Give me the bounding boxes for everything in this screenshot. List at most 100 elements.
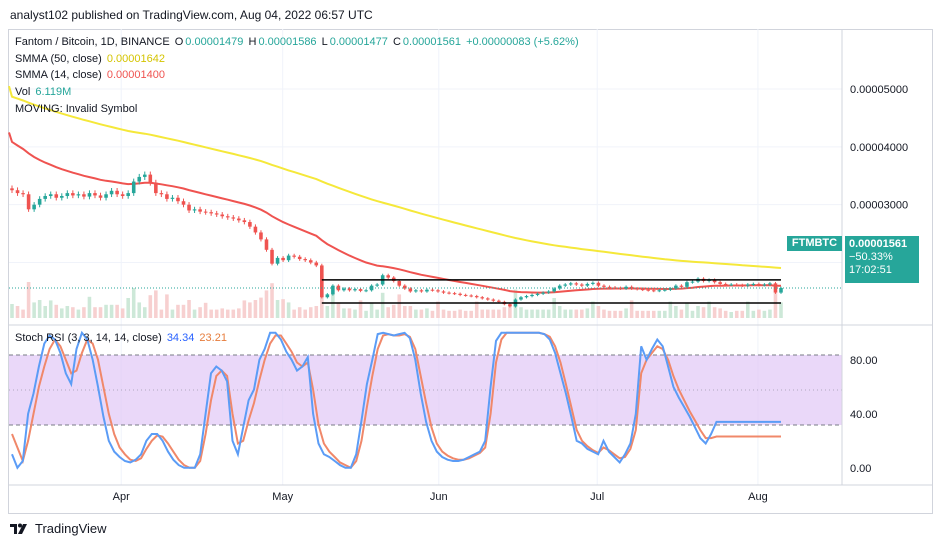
volume-bar <box>546 309 551 318</box>
candle-body <box>629 286 634 289</box>
volume-bar <box>574 309 579 318</box>
volume-bar <box>397 294 402 318</box>
smma50-path <box>8 85 782 269</box>
volume-bar <box>419 309 424 318</box>
candle-body <box>546 291 551 293</box>
volume-bar <box>469 310 473 318</box>
volume-bar <box>746 301 750 318</box>
volume-bar <box>48 300 53 318</box>
volume-bar <box>170 309 175 318</box>
legend-stoch-rsi[interactable]: Stoch RSI (3, 3, 14, 14, close) 34.34 23… <box>15 332 229 344</box>
volume-bar <box>120 308 125 318</box>
volume-bar <box>729 312 733 318</box>
volume-bar <box>259 297 263 318</box>
legend-o-value: 0.00001479 <box>185 36 244 48</box>
tradingview-logo-icon <box>10 523 27 534</box>
volume-bar <box>497 309 501 318</box>
volume-bar <box>187 300 191 318</box>
volume-bar <box>21 309 25 318</box>
volume-bar <box>651 310 656 318</box>
candle-body <box>640 289 645 291</box>
legend-volume[interactable]: Vol 6.119M <box>15 86 73 98</box>
candle-body <box>712 279 717 283</box>
candle-body <box>275 257 280 264</box>
volume-bar <box>32 302 36 318</box>
candle-body <box>646 289 651 291</box>
publisher-line: analyst102 published on TradingView.com,… <box>10 8 373 22</box>
volume-bar <box>685 302 689 318</box>
volume-bar <box>181 304 186 318</box>
candle-body <box>441 291 446 293</box>
legend-smma14[interactable]: SMMA (14, close) 0.00001400 <box>15 69 167 81</box>
candle-body <box>386 275 390 278</box>
price-tag-countdown: 17:02:51 <box>849 264 892 276</box>
legend-smma50[interactable]: SMMA (50, close) 0.00001642 <box>15 53 167 65</box>
candle-body <box>347 288 352 291</box>
candle-body <box>651 290 656 292</box>
volume-bar <box>165 294 169 318</box>
volume-bar <box>552 298 556 318</box>
candle-body <box>552 288 556 292</box>
candle-body <box>397 281 402 286</box>
volume-bar <box>281 299 285 318</box>
volume-bar <box>364 310 368 318</box>
stoch-rsi-lines <box>11 330 781 470</box>
stoch-tick-label: 80.00 <box>850 355 878 367</box>
time-tick-label: Aug <box>748 491 768 503</box>
volume-bar <box>369 302 374 318</box>
candle-body <box>718 282 722 284</box>
volume-bar <box>347 308 352 318</box>
volume-bar <box>535 309 540 318</box>
candle-body <box>87 193 92 197</box>
candle-body <box>668 288 673 290</box>
candle-body <box>331 285 335 295</box>
volume-bar <box>629 300 634 318</box>
stoch-axis-labels: 80.00 40.00 0.00 <box>850 355 878 475</box>
candle-body <box>181 201 186 205</box>
price-tick-label: 0.00004000 <box>850 142 908 154</box>
legend-moving[interactable]: MOVING: Invalid Symbol <box>15 103 139 115</box>
candle-body <box>635 288 639 290</box>
stoch-label: Stoch RSI (3, 3, 14, 14, close) <box>15 332 162 344</box>
candle-body <box>425 289 429 292</box>
chart-frame[interactable] <box>8 29 933 514</box>
candle-body <box>225 216 230 218</box>
volume-bar <box>519 307 523 318</box>
volume-bar <box>380 292 385 318</box>
candles <box>10 171 783 308</box>
candle-body <box>751 283 756 285</box>
volume-bar <box>137 302 142 318</box>
volume-bar <box>214 309 219 318</box>
candle-body <box>137 176 142 182</box>
volume-bar <box>657 310 662 318</box>
candle-body <box>242 220 247 223</box>
candle-body <box>773 283 778 293</box>
legend-h-value: 0.00001586 <box>258 36 317 48</box>
volume-bar <box>480 309 485 318</box>
candle-body <box>657 290 662 292</box>
stoch-d-value: 23.21 <box>199 332 227 344</box>
price-tag-change: −50.33% <box>849 251 893 263</box>
volume-bar <box>248 302 252 318</box>
candle-body <box>297 256 302 260</box>
volume-bar <box>242 300 247 318</box>
candle-body <box>120 194 125 197</box>
time-tick-label: May <box>272 491 293 503</box>
candle-body <box>159 193 164 195</box>
candle-body <box>115 190 119 195</box>
volume-bar <box>109 304 114 318</box>
candle-body <box>779 287 783 293</box>
stoch-k-line <box>11 330 781 470</box>
volume-bar <box>308 307 313 318</box>
volume-bar <box>342 308 346 318</box>
candle-body <box>580 284 584 286</box>
volume-bar <box>779 302 783 318</box>
candle-body <box>43 196 47 199</box>
candle-body <box>746 284 750 286</box>
candle-body <box>281 257 285 261</box>
candle-body <box>26 194 31 210</box>
volume-bar <box>148 295 153 318</box>
footer-brand[interactable]: TradingView <box>10 521 107 536</box>
candle-body <box>624 286 628 289</box>
